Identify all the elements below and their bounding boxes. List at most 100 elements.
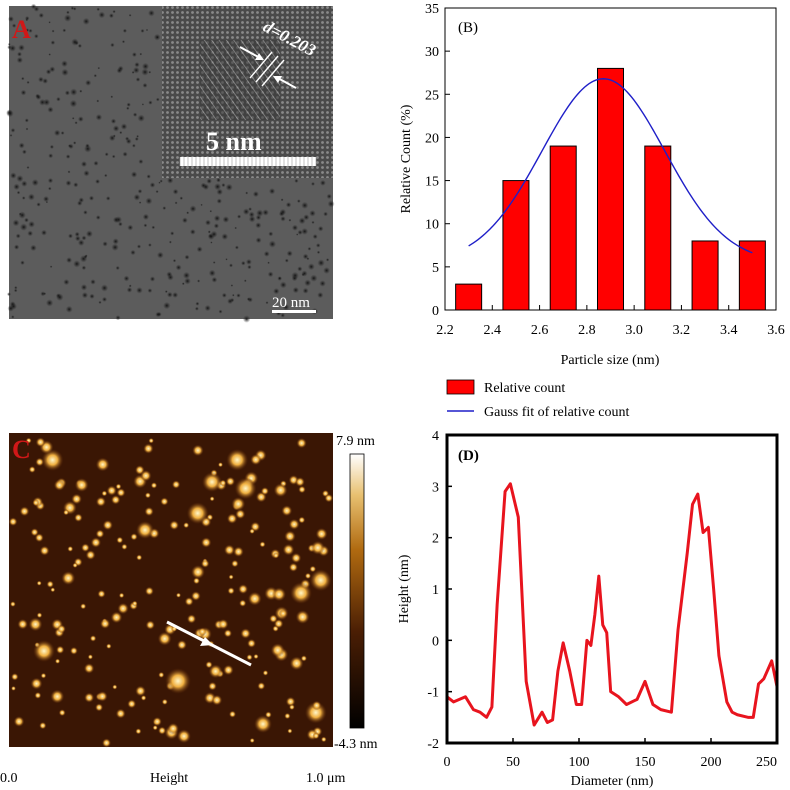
afm-particle bbox=[310, 540, 325, 555]
tem-particle bbox=[136, 287, 143, 294]
tem-particle bbox=[30, 244, 37, 252]
tem-particle bbox=[200, 203, 203, 207]
tem-particle bbox=[39, 98, 46, 106]
tem-particle bbox=[95, 215, 101, 220]
tem-particle bbox=[149, 276, 156, 282]
tem-particle bbox=[96, 99, 100, 103]
afm-particle bbox=[74, 513, 83, 522]
tem-particle bbox=[248, 211, 255, 218]
afm-particle bbox=[140, 695, 147, 701]
tem-particle bbox=[16, 190, 21, 195]
tem-particle bbox=[120, 123, 128, 130]
tem-particle bbox=[230, 284, 234, 287]
tem-particle bbox=[172, 292, 179, 298]
tem-particle bbox=[21, 196, 26, 200]
tem-particle bbox=[24, 118, 29, 123]
tem-particle bbox=[80, 161, 88, 168]
tem-particle bbox=[81, 235, 87, 241]
tem-particle bbox=[105, 196, 111, 201]
y-tick-label: 1 bbox=[432, 583, 439, 598]
afm-particle bbox=[175, 592, 182, 598]
tem-particle bbox=[49, 265, 53, 269]
tem-particle bbox=[263, 250, 270, 257]
afm-particle bbox=[83, 663, 95, 674]
afm-particle bbox=[58, 709, 66, 717]
chart-d-x-ticks: 0 50 100 150 200 250 bbox=[444, 738, 778, 770]
afm-particle bbox=[8, 517, 18, 527]
afm-particle bbox=[13, 716, 25, 727]
tem-particle bbox=[126, 102, 131, 107]
tem-particle bbox=[234, 226, 237, 230]
lattice-fringe-2 bbox=[255, 55, 279, 83]
afm-particle bbox=[298, 485, 306, 494]
tem-particle bbox=[213, 223, 220, 229]
afm-particle bbox=[239, 599, 247, 607]
tem-particle bbox=[74, 231, 80, 237]
afm-colorbar-min-label: -4.3 nm bbox=[334, 737, 378, 752]
tem-particle bbox=[279, 281, 287, 289]
tem-particle bbox=[268, 231, 274, 237]
afm-particle bbox=[110, 611, 123, 624]
chart-b-title: (B) bbox=[458, 20, 478, 36]
afm-particle bbox=[250, 454, 262, 466]
panel-c-label: C bbox=[12, 435, 31, 464]
tem-particle bbox=[110, 42, 115, 48]
tem-particle bbox=[110, 118, 117, 124]
tem-particle bbox=[241, 260, 246, 266]
afm-particle bbox=[35, 457, 45, 467]
afm-particle bbox=[296, 437, 307, 449]
afm-particle bbox=[11, 685, 16, 691]
tem-particle bbox=[181, 282, 185, 286]
tem-particle bbox=[207, 233, 215, 240]
tem-particle bbox=[45, 69, 52, 75]
tem-particle bbox=[74, 121, 78, 125]
tem-particle bbox=[282, 303, 290, 311]
tem-particle bbox=[302, 253, 309, 260]
chart-b-ylabel: Relative Count (%) bbox=[399, 104, 414, 213]
tem-particle bbox=[100, 284, 109, 292]
tem-particle bbox=[11, 23, 17, 28]
afm-particle bbox=[193, 577, 200, 585]
tem-particle bbox=[53, 129, 61, 137]
tem-particle bbox=[83, 170, 90, 177]
tem-particle bbox=[294, 178, 299, 183]
afm-particle bbox=[233, 546, 244, 557]
tem-particle bbox=[170, 231, 175, 236]
tem-particle bbox=[172, 259, 177, 263]
afm-particle-large bbox=[202, 472, 222, 492]
hrtem-lattice-region bbox=[200, 40, 280, 120]
tem-particle bbox=[148, 243, 152, 247]
tem-particle bbox=[63, 14, 72, 22]
tem-particle bbox=[325, 258, 330, 262]
afm-profile-arrowhead bbox=[200, 637, 213, 646]
tem-particle bbox=[95, 114, 103, 121]
chart-b-y-ticks: 0 5 10 15 20 25 30 35 bbox=[425, 2, 450, 319]
tem-particle bbox=[77, 116, 84, 122]
afm-particle bbox=[95, 496, 106, 507]
tem-particle bbox=[245, 191, 249, 195]
afm-particle bbox=[97, 589, 106, 599]
tem-particle bbox=[50, 40, 56, 45]
tem-particle bbox=[101, 296, 108, 302]
afm-particle bbox=[315, 527, 328, 540]
panel-a-label: A bbox=[12, 15, 31, 44]
tem-particle bbox=[296, 199, 301, 204]
tem-particle bbox=[14, 286, 18, 290]
tem-particle bbox=[175, 264, 182, 271]
x-tick-label: 3.2 bbox=[673, 323, 691, 338]
y-tick-label: 25 bbox=[425, 88, 439, 103]
tem-particle bbox=[319, 179, 326, 186]
tem-particle bbox=[310, 274, 318, 282]
tem-particle bbox=[227, 298, 234, 305]
tem-particle bbox=[216, 188, 223, 196]
afm-particle bbox=[57, 624, 66, 634]
tem-particle bbox=[286, 250, 293, 257]
tem-particle bbox=[145, 197, 153, 205]
tem-particle bbox=[9, 134, 13, 137]
afm-particle bbox=[234, 477, 257, 500]
tem-particle bbox=[85, 79, 92, 86]
afm-particle bbox=[171, 480, 181, 489]
tem-particle bbox=[65, 305, 73, 313]
afm-particle bbox=[117, 602, 129, 615]
tem-particle bbox=[323, 211, 328, 217]
